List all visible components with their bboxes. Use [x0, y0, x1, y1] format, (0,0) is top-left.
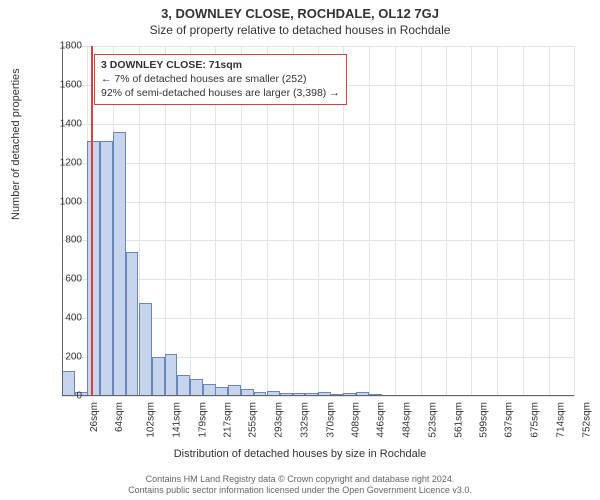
info-box-line2: ← 7% of detached houses are smaller (252… — [101, 72, 340, 86]
xtick-label: 141sqm — [172, 402, 183, 438]
xtick-label: 64sqm — [114, 402, 125, 432]
gridline-v — [369, 46, 370, 396]
xtick-label: 446sqm — [376, 402, 387, 438]
y-axis-label: Number of detached properties — [10, 68, 22, 220]
xtick-label: 484sqm — [402, 402, 413, 438]
ytick-label: 1400 — [42, 118, 82, 129]
ytick-label: 1200 — [42, 157, 82, 168]
histogram-bar — [126, 252, 139, 396]
gridline-h — [62, 396, 574, 397]
gridline-v — [549, 46, 550, 396]
xtick-label: 332sqm — [300, 402, 311, 438]
ytick-label: 200 — [42, 352, 82, 363]
gridline-v — [395, 46, 396, 396]
histogram-bar — [190, 379, 203, 396]
info-box-line1: 3 DOWNLEY CLOSE: 71sqm — [101, 58, 340, 72]
ytick-label: 800 — [42, 235, 82, 246]
gridline-v — [446, 46, 447, 396]
xtick-label: 293sqm — [274, 402, 285, 438]
ytick-label: 400 — [42, 313, 82, 324]
page-title-line2: Size of property relative to detached ho… — [0, 21, 600, 41]
xtick-label: 561sqm — [453, 402, 464, 438]
histogram-bar — [139, 303, 152, 396]
xtick-label: 599sqm — [479, 402, 490, 438]
xtick-label: 179sqm — [197, 402, 208, 438]
xtick-label: 637sqm — [504, 402, 515, 438]
property-marker-line — [91, 46, 93, 396]
histogram-bar — [113, 132, 126, 396]
ytick-label: 1000 — [42, 196, 82, 207]
histogram-bar — [87, 141, 100, 396]
gridline-v — [471, 46, 472, 396]
footer: Contains HM Land Registry data © Crown c… — [0, 474, 600, 497]
gridline-v — [421, 46, 422, 396]
xtick-label: 714sqm — [556, 402, 567, 438]
ytick-label: 600 — [42, 274, 82, 285]
gridline-v — [497, 46, 498, 396]
ytick-label: 1600 — [42, 79, 82, 90]
xtick-label: 523sqm — [428, 402, 439, 438]
histogram-bar — [100, 141, 113, 396]
x-axis-label: Distribution of detached houses by size … — [0, 448, 600, 460]
ytick-label: 1800 — [42, 41, 82, 52]
ytick-label: 0 — [42, 391, 82, 402]
xtick-label: 370sqm — [325, 402, 336, 438]
xtick-label: 26sqm — [89, 402, 100, 432]
histogram-bar — [165, 354, 178, 396]
histogram-bar — [177, 375, 190, 396]
x-axis-line — [62, 395, 574, 396]
gridline-v — [523, 46, 524, 396]
histogram-bar — [152, 357, 165, 396]
footer-line2: Contains public sector information licen… — [0, 485, 600, 496]
info-box-line3: 92% of semi-detached houses are larger (… — [101, 86, 340, 100]
xtick-label: 102sqm — [146, 402, 157, 438]
xtick-label: 217sqm — [223, 402, 234, 438]
xtick-label: 255sqm — [248, 402, 259, 438]
footer-line1: Contains HM Land Registry data © Crown c… — [0, 474, 600, 485]
info-box: 3 DOWNLEY CLOSE: 71sqm ← 7% of detached … — [94, 54, 347, 105]
xtick-label: 752sqm — [581, 402, 592, 438]
y-axis-line — [62, 46, 63, 396]
chart-container: 3, DOWNLEY CLOSE, ROCHDALE, OL12 7GJ Siz… — [0, 0, 600, 500]
xtick-label: 408sqm — [351, 402, 362, 438]
xtick-label: 675sqm — [530, 402, 541, 438]
page-title-line1: 3, DOWNLEY CLOSE, ROCHDALE, OL12 7GJ — [0, 0, 600, 21]
gridline-v — [574, 46, 575, 396]
